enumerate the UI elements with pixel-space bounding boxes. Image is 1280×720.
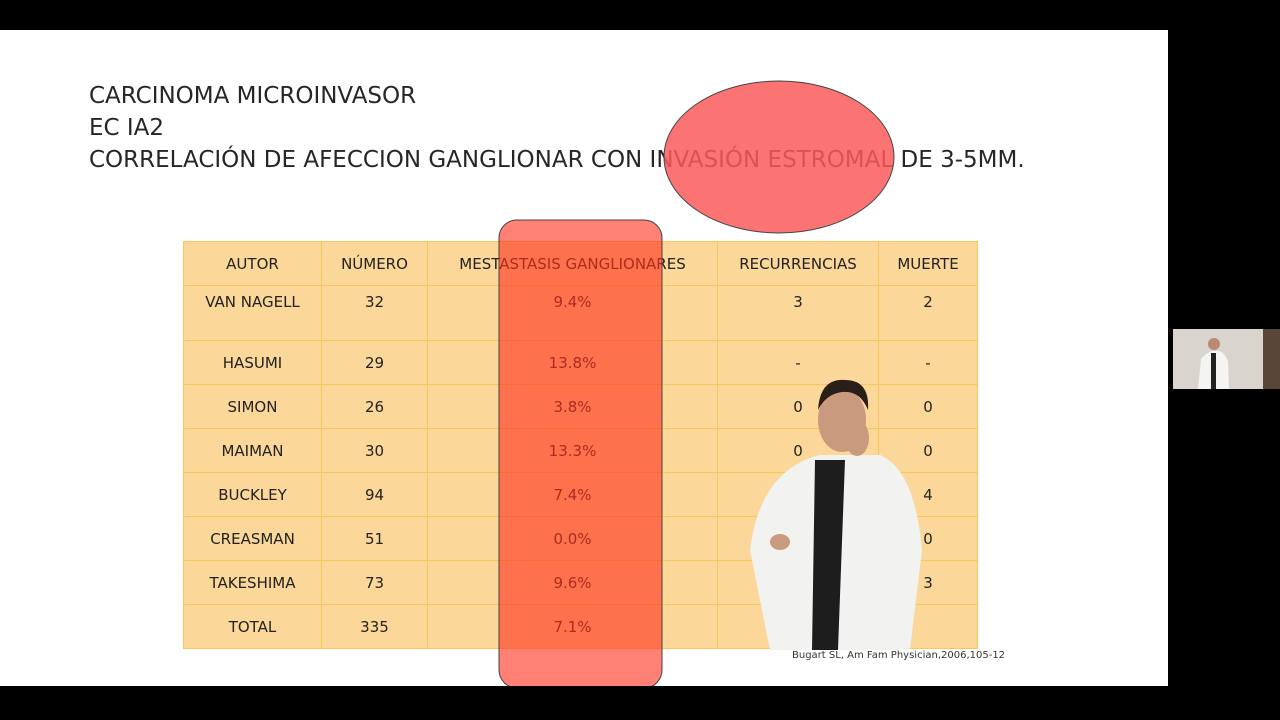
table-cell: 2: [878, 285, 978, 341]
table-cell: 29: [321, 340, 428, 385]
thumbnail-video: [1198, 329, 1280, 389]
table-cell: 335: [321, 604, 428, 649]
table-cell: NÚMERO: [321, 241, 428, 286]
participant-thumbnail[interactable]: [1173, 329, 1280, 389]
hand: [770, 534, 790, 550]
table-cell: 30: [321, 428, 428, 473]
table-row: VAN NAGELL329.4%32: [183, 285, 978, 341]
table-cell: 73: [321, 560, 428, 605]
background-door: [1263, 329, 1280, 389]
highlight-ellipse: [663, 80, 895, 234]
annotation-layer: [498, 80, 922, 686]
table-cell: MAIMAN: [183, 428, 322, 473]
highlight-column: [498, 219, 663, 686]
table-cell: CREASMAN: [183, 516, 322, 561]
table-cell: TOTAL: [183, 604, 322, 649]
table-cell: -: [717, 340, 879, 385]
table-cell: 0: [878, 384, 978, 429]
table-cell: MUERTE: [878, 241, 978, 286]
hand: [845, 420, 869, 456]
title-line: CARCINOMA MICROINVASOR: [89, 83, 417, 109]
table-cell: 3: [717, 285, 879, 341]
citation: Bugart SL, Am Fam Physician,2006,105-12: [792, 650, 1006, 661]
table-cell: TAKESHIMA: [183, 560, 322, 605]
slide: CARCINOMA MICROINVASOR EC IA2 CORRELACIÓ…: [0, 30, 1168, 686]
shirt: [1211, 353, 1216, 389]
shirt: [812, 460, 845, 650]
presenter: [750, 379, 922, 650]
table-cell: -: [878, 340, 978, 385]
table-cell: 32: [321, 285, 428, 341]
hair: [818, 379, 869, 410]
title-line: EC IA2: [89, 115, 165, 141]
table-cell: BUCKLEY: [183, 472, 322, 517]
table-cell: VAN NAGELL: [183, 285, 322, 341]
table-cell: 51: [321, 516, 428, 561]
head: [1208, 338, 1220, 350]
